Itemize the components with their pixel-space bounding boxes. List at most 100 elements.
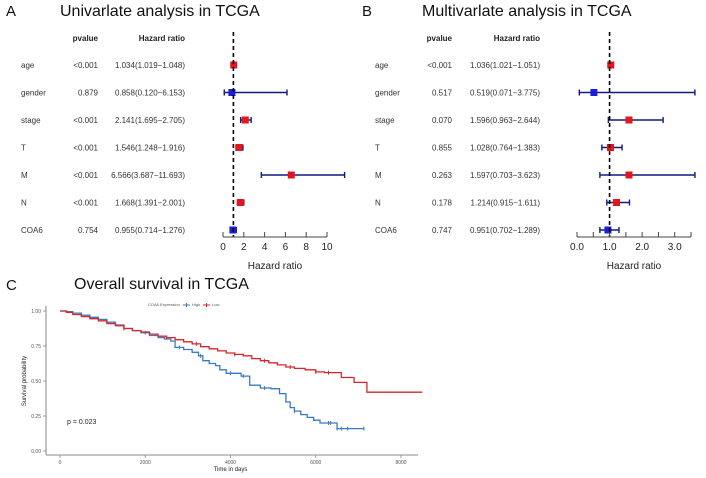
x-tick-label: 2.0: [635, 242, 649, 253]
panel-c-pvalue-annotation: p = 0.023: [67, 419, 96, 426]
panel-a-title: Univarlate analysis in TCGA: [60, 3, 260, 20]
hr-point: [613, 199, 621, 206]
km-axes: 0.00 0.25 0.50 0.75 1.00 0 2000 4000 6000 8000: [31, 306, 418, 466]
row-label: M: [375, 171, 382, 180]
row-label: age: [375, 61, 389, 70]
forest-mark: [236, 199, 245, 206]
x-tick-label: 0.0: [570, 242, 584, 253]
legend-item: High: [183, 302, 200, 307]
row-hr-text: 2.141(1.695−2.705): [115, 116, 185, 125]
row-pvalue: 0.517: [432, 89, 453, 98]
panel-b-pvalue-header: pvalue: [427, 34, 453, 43]
x-tick-label: 4: [262, 242, 268, 253]
x-tick-label: 2: [241, 242, 247, 253]
x-axis: 0.0 1.0 2.0 3.0: [570, 232, 692, 253]
row-hr-text: 0.951(0.702−1.289): [470, 226, 540, 235]
row-hr-text: 1.028(0.764−1.383): [470, 144, 540, 153]
forest-mark: [578, 89, 696, 96]
forest-row: T 0.855 1.028(0.764−1.383): [375, 144, 540, 153]
row-label: T: [375, 144, 380, 153]
x-tick-label: 0: [59, 460, 62, 466]
km-series-high: [60, 310, 365, 431]
row-pvalue: <0.001: [73, 61, 98, 70]
y-tick-label: 0.25: [31, 414, 41, 420]
row-hr-text: 0.519(0.071−3.775): [470, 89, 540, 98]
x-tick-label: 8: [303, 242, 309, 253]
row-pvalue: 0.178: [432, 199, 453, 208]
panel-c-letter: C: [6, 277, 17, 294]
row-hr-text: 1.034(1.019−1.048): [115, 61, 185, 70]
panel-a-pvalue-header: pvalue: [73, 34, 99, 43]
forest-row: N <0.001 1.668(1.391−2.001): [21, 199, 185, 208]
x-axis: 0 2 4 6 8 10: [220, 232, 333, 253]
row-label: COA6: [375, 226, 397, 235]
panel-b-title: Multivarlate analysis in TCGA: [422, 3, 632, 20]
hr-point: [236, 199, 244, 206]
panel-a-univariate-forest: A Univarlate analysis in TCGA pvalue Haz…: [6, 3, 346, 272]
panel-c-plot: 0.00 0.25 0.50 0.75 1.00 0 2000 4000 6000 8000: [31, 306, 423, 466]
x-tick-label: 6: [283, 242, 289, 253]
row-hr-text: 1.597(0.703−3.623): [470, 171, 540, 180]
row-pvalue: 0.747: [432, 226, 453, 235]
x-tick-label: 6000: [310, 460, 321, 466]
row-label: T: [21, 144, 26, 153]
x-tick-label: 3.0: [668, 242, 682, 253]
row-pvalue: 0.879: [78, 89, 99, 98]
forest-row: gender 0.517 0.519(0.071−3.775): [375, 89, 540, 98]
row-pvalue: 0.855: [432, 144, 453, 153]
row-hr-text: 0.955(0.714−1.276): [115, 226, 185, 235]
row-label: gender: [21, 89, 46, 98]
x-tick-label: 8000: [395, 460, 406, 466]
forest-mark: [606, 199, 631, 206]
forest-row: N 0.178 1.214(0.915−1.611): [375, 199, 540, 208]
row-label: M: [21, 171, 28, 180]
forest-mark: [599, 171, 696, 179]
row-label: N: [21, 199, 27, 208]
legend-item: Low: [203, 302, 219, 307]
forest-row: COA6 0.747 0.951(0.702−1.289): [375, 226, 540, 235]
hr-point: [625, 171, 633, 179]
km-curve: [60, 310, 364, 430]
panel-c-legend: COA6 Expression High Low: [148, 302, 219, 307]
forest-row: M <0.001 6.566(3.687−11.693): [21, 171, 185, 180]
panel-a-letter: A: [6, 3, 16, 20]
forest-row: stage 0.070 1.596(0.963−2.644): [375, 116, 540, 125]
y-tick-label: 1.00: [31, 309, 41, 315]
forest-row: age <0.001 1.036(1.021−1.051): [375, 61, 540, 70]
row-hr-text: 1.546(1.248−1.916): [115, 144, 185, 153]
legend-title: COA6 Expression: [148, 302, 180, 307]
hr-point: [228, 89, 236, 96]
hr-point: [241, 116, 249, 124]
y-tick-label: 0.75: [31, 344, 41, 350]
row-label: stage: [21, 116, 41, 125]
y-tick-label: 0.50: [31, 379, 41, 385]
row-pvalue: <0.001: [73, 199, 98, 208]
row-pvalue: 0.070: [432, 116, 453, 125]
forest-row: age <0.001 1.034(1.019−1.048): [21, 61, 185, 70]
panel-c-km-curve: C Overall survival in TCGA 0.000.250.500…: [6, 276, 423, 473]
forest-mark: [607, 116, 664, 124]
hr-point: [604, 226, 612, 234]
panel-a-xlabel: Hazard ratio: [248, 261, 303, 272]
hr-point: [235, 144, 243, 151]
panel-a-rows: age <0.001 1.034(1.019−1.048) gender 0.879 0.…: [21, 61, 185, 235]
row-pvalue: <0.001: [73, 144, 98, 153]
row-hr-text: 1.668(1.391−2.001): [115, 199, 185, 208]
x-tick-label: 10: [321, 242, 333, 253]
legend-label: Low: [212, 302, 219, 307]
panel-c-xlabel: Time in days: [214, 467, 248, 473]
hr-point: [230, 61, 238, 69]
panel-c-title: Overall survival in TCGA: [74, 276, 249, 293]
row-pvalue: 0.754: [78, 226, 99, 235]
hr-point: [625, 116, 633, 124]
hr-point: [287, 171, 295, 179]
km-series-low: [60, 310, 423, 393]
forest-mark: [607, 61, 615, 69]
forest-row: M 0.263 1.597(0.703−3.623): [375, 171, 540, 180]
forest-mark: [223, 89, 288, 96]
hr-point: [606, 144, 614, 151]
x-tick-label: 2000: [140, 460, 151, 466]
row-label: gender: [375, 89, 400, 98]
panel-b-xlabel: Hazard ratio: [607, 261, 662, 272]
